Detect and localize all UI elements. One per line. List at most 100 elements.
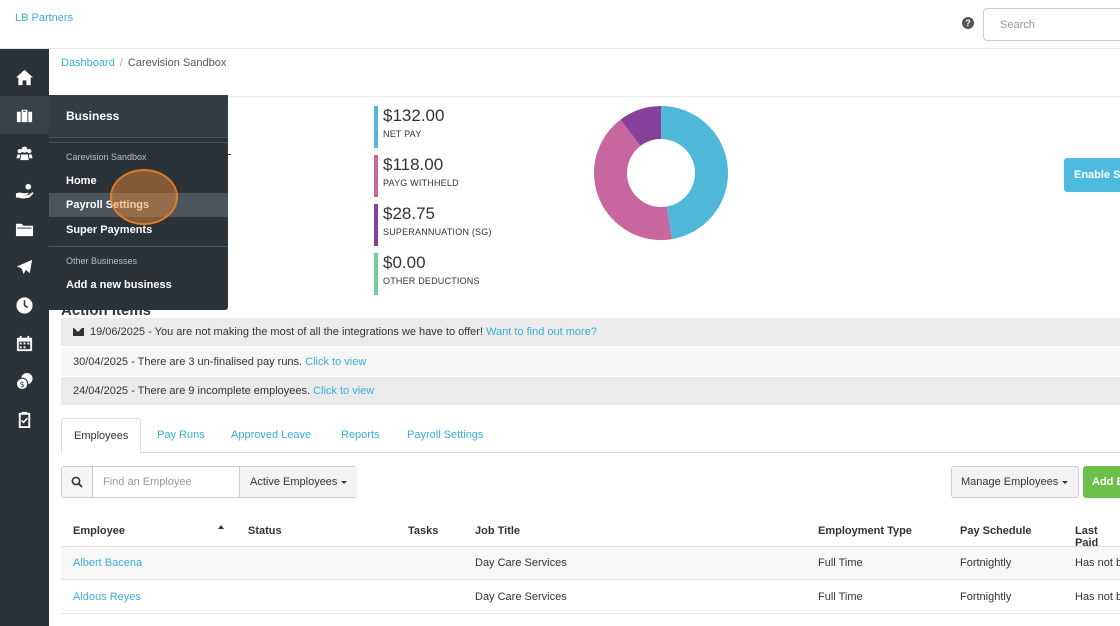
employee-tabs: Employees Pay Runs Approved Leave Report… xyxy=(61,418,1120,454)
dropdown-divider xyxy=(49,246,228,247)
caret-down-icon xyxy=(1062,480,1069,484)
column-header-pay-schedule[interactable]: Pay Schedule xyxy=(960,525,1032,537)
job-title-cell: Day Care Services xyxy=(475,557,567,569)
breadcrumb-separator: / xyxy=(119,57,123,69)
hand-coin-icon[interactable] xyxy=(0,172,49,210)
action-item-text: 24/04/2025 - There are 9 incomplete empl… xyxy=(73,385,314,397)
stat-amount: $0.00 xyxy=(383,253,426,272)
pay-schedule-cell: Fortnightly xyxy=(960,557,1012,569)
stat-payg-withheld: $118.00 PAYG WITHHELD xyxy=(374,155,459,197)
add-employee-button[interactable]: Add E xyxy=(1083,466,1120,498)
action-item-row: 19/06/2025 - You are not making the most… xyxy=(61,318,1120,346)
action-item-link[interactable]: Want to find out more? xyxy=(486,326,597,338)
brand-link[interactable]: LB Partners xyxy=(15,12,74,24)
tab-approved-leave[interactable]: Approved Leave xyxy=(231,429,312,441)
home-icon[interactable] xyxy=(0,58,49,96)
search-icon xyxy=(71,476,83,488)
stat-superannuation: $28.75 SUPERANNUATION (SG) xyxy=(374,204,492,246)
help-icon[interactable]: ? xyxy=(962,17,974,29)
breadcrumb-dashboard[interactable]: Dashboard xyxy=(61,57,115,69)
stat-color-bar xyxy=(374,155,378,197)
global-search-input[interactable] xyxy=(983,8,1120,41)
menu-item-add-business[interactable]: Add a new business xyxy=(66,279,172,291)
menu-item-home[interactable]: Home xyxy=(66,175,97,187)
column-header-employment-type[interactable]: Employment Type xyxy=(818,525,912,537)
clipboard-check-icon[interactable] xyxy=(0,400,49,438)
business-dropdown-menu: Business Carevision Sandbox Home Payroll… xyxy=(49,95,228,310)
stat-color-bar xyxy=(374,253,378,295)
action-item-link[interactable]: Click to view xyxy=(305,356,367,368)
dropdown-section-current: Carevision Sandbox xyxy=(66,152,147,162)
sort-ascending-icon[interactable] xyxy=(218,525,224,529)
folder-icon[interactable] xyxy=(0,210,49,248)
stat-label: PAYG WITHHELD xyxy=(383,178,459,188)
employment-type-cell: Full Time xyxy=(818,591,863,603)
donut-slice-superannuation xyxy=(620,106,661,146)
svg-text:$: $ xyxy=(20,380,25,389)
column-header-status[interactable]: Status xyxy=(248,525,282,537)
tab-pay-runs[interactable]: Pay Runs xyxy=(157,429,205,441)
search-button[interactable] xyxy=(62,467,93,497)
employee-search-input[interactable] xyxy=(93,467,239,497)
tab-employees[interactable]: Employees xyxy=(61,418,142,454)
enable-button[interactable]: Enable Si xyxy=(1064,158,1120,192)
donut-slice-net-pay xyxy=(661,106,728,240)
job-title-cell: Day Care Services xyxy=(475,591,567,603)
tab-reports[interactable]: Reports xyxy=(341,429,380,441)
action-item-row: 30/04/2025 - There are 3 un-finalised pa… xyxy=(61,348,1120,376)
menu-item-payroll-settings[interactable]: Payroll Settings xyxy=(49,193,228,217)
users-icon[interactable] xyxy=(0,134,49,172)
stat-net-pay: $132.00 NET PAY xyxy=(374,106,444,148)
caret-down-icon xyxy=(341,480,348,484)
dropdown-header: Business xyxy=(49,95,228,138)
stat-color-bar xyxy=(374,106,378,148)
stat-label: OTHER DEDUCTIONS xyxy=(383,276,480,286)
breadcrumb-current: Carevision Sandbox xyxy=(127,57,227,69)
top-bar: LB Partners ? xyxy=(0,0,1120,49)
pay-breakdown-donut xyxy=(594,106,728,240)
filter-label: Active Employees xyxy=(250,476,338,488)
column-header-job-title[interactable]: Job Title xyxy=(475,525,521,537)
action-item-text: 19/06/2025 - You are not making the most… xyxy=(90,326,487,338)
stat-amount: $132.00 xyxy=(383,106,445,125)
briefcase-icon[interactable] xyxy=(0,96,49,134)
partial-underline xyxy=(225,154,231,155)
envelope-icon xyxy=(73,328,84,336)
stat-color-bar xyxy=(374,204,378,246)
dropdown-section-other: Other Businesses xyxy=(66,256,138,266)
stat-label: NET PAY xyxy=(383,129,422,139)
column-header-tasks[interactable]: Tasks xyxy=(408,525,439,537)
tab-payroll-settings[interactable]: Payroll Settings xyxy=(407,429,484,441)
employee-name-link[interactable]: Aldous Reyes xyxy=(73,591,141,603)
action-item-row: 24/04/2025 - There are 9 incomplete empl… xyxy=(61,377,1120,405)
manage-label: Manage Employees xyxy=(961,476,1059,488)
employee-search-group: Active Employees xyxy=(61,466,357,498)
stat-amount: $118.00 xyxy=(383,155,444,174)
column-header-employee[interactable]: Employee xyxy=(73,525,125,537)
manage-employees-button[interactable]: Manage Employees xyxy=(951,466,1079,498)
table-row: Aldous Reyes Day Care Services Full Time… xyxy=(61,581,1120,614)
breadcrumb: Dashboard / Carevision Sandbox xyxy=(61,57,226,69)
plane-icon[interactable] xyxy=(0,248,49,286)
stat-other-deductions: $0.00 OTHER DEDUCTIONS xyxy=(374,253,480,295)
last-paid-cell: Has not b xyxy=(1075,591,1120,603)
menu-item-super-payments[interactable]: Super Payments xyxy=(66,224,153,236)
donut-slice-payg-withheld xyxy=(594,119,673,240)
dropdown-divider xyxy=(49,142,228,143)
coins-icon[interactable]: $ xyxy=(0,362,49,400)
table-header-divider xyxy=(61,546,1120,547)
pay-schedule-cell: Fortnightly xyxy=(960,591,1012,603)
action-item-text: 30/04/2025 - There are 3 un-finalised pa… xyxy=(73,356,306,368)
calendar-icon[interactable] xyxy=(0,324,49,362)
table-row: Albert Bacena Day Care Services Full Tim… xyxy=(61,547,1120,580)
employee-name-link[interactable]: Albert Bacena xyxy=(73,557,143,569)
action-item-link[interactable]: Click to view xyxy=(313,385,375,397)
clock-icon[interactable] xyxy=(0,286,49,324)
stat-amount: $28.75 xyxy=(383,204,435,223)
stat-label: SUPERANNUATION (SG) xyxy=(383,227,492,237)
last-paid-cell: Has not b xyxy=(1075,557,1120,569)
sidebar: $ xyxy=(0,49,49,626)
header-divider xyxy=(49,96,1120,97)
active-employees-filter[interactable]: Active Employees xyxy=(239,467,357,497)
employment-type-cell: Full Time xyxy=(818,557,863,569)
